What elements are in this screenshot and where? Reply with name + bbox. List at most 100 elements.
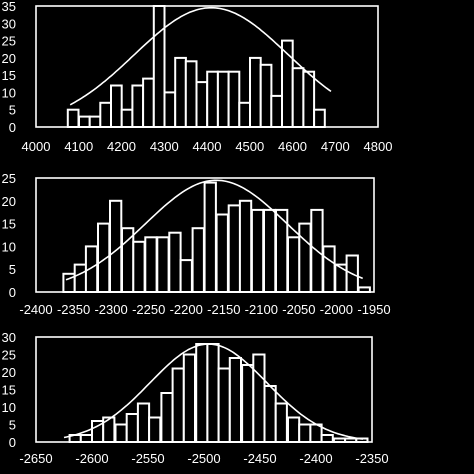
histogram-bar	[249, 56, 262, 128]
x-tick-label: -1950	[357, 302, 390, 317]
x-tick-label: 4400	[193, 139, 222, 154]
y-tick-label: 30	[2, 330, 16, 345]
histogram-bar	[227, 70, 241, 128]
histogram-bar	[114, 423, 128, 443]
histogram-bar	[263, 385, 277, 443]
histogram-bar	[191, 227, 205, 293]
y-tick-label: 10	[2, 85, 16, 100]
histogram-bar	[66, 108, 80, 128]
histogram-bar	[215, 213, 229, 293]
x-tick-label: -2600	[75, 451, 108, 466]
histogram-bar	[171, 367, 185, 443]
histogram-bar	[322, 245, 336, 293]
histogram-bar	[291, 67, 305, 128]
histogram-bar	[287, 416, 301, 443]
gaussian-fit-line	[63, 343, 364, 440]
histogram-bar	[142, 77, 155, 128]
plot-frame	[35, 5, 379, 128]
plot-frame	[35, 336, 373, 443]
y-tick-label: 15	[2, 383, 16, 398]
histogram-bar	[195, 81, 209, 128]
histogram-bar	[334, 263, 348, 294]
y-tick-label: 5	[9, 103, 16, 118]
histogram-bar	[216, 70, 230, 128]
y-tick-label: 20	[2, 51, 16, 66]
histogram-bar	[136, 402, 151, 443]
histogram-bar	[206, 343, 220, 443]
histogram-bar	[259, 63, 273, 129]
y-tick-label: 5	[9, 418, 16, 433]
histogram-bar	[203, 181, 217, 294]
histogram-bar	[287, 236, 301, 294]
y-tick-label: 10	[2, 400, 16, 415]
histogram-bar	[217, 367, 231, 443]
histogram-bar	[174, 56, 187, 128]
x-tick-label: -2550	[131, 451, 164, 466]
histogram-bar	[184, 60, 198, 128]
histogram-bar	[168, 231, 182, 293]
x-tick-label: 4200	[107, 139, 136, 154]
y-tick-label: 20	[2, 365, 16, 380]
y-tick-label: 25	[2, 171, 16, 186]
x-tick-label: -2450	[243, 451, 276, 466]
gaussian-fit-line	[65, 179, 364, 281]
histogram-bar	[79, 434, 94, 443]
x-tick-label: -2050	[282, 302, 315, 317]
y-tick-label: 0	[9, 435, 16, 450]
gaussian-fit-line	[69, 6, 332, 106]
histogram-bar	[270, 94, 283, 129]
x-tick-label: 4500	[235, 139, 264, 154]
histogram-bar	[99, 101, 113, 129]
histogram-bar	[152, 5, 166, 128]
x-tick-label: -2000	[320, 302, 353, 317]
histogram-panel-1: 4000 4100 4200 4300 4400 4500 4600 4700 4800 0 5 10…	[2, 0, 393, 154]
histogram-bar	[250, 208, 265, 293]
histogram-bar	[163, 91, 177, 128]
y-tick-label: 0	[9, 285, 16, 300]
y-tick-label: 30	[2, 16, 16, 31]
histogram-bar	[298, 423, 312, 443]
plot-frame	[35, 177, 375, 293]
histogram-bar	[156, 236, 170, 294]
x-tick-label: -2200	[170, 302, 203, 317]
histogram-bar	[206, 70, 219, 128]
histogram-bar	[125, 413, 139, 443]
x-tick-label: -2400	[299, 451, 332, 466]
histogram-bar	[131, 84, 145, 128]
x-tick-label: -2350	[355, 451, 388, 466]
y-tick-label: 20	[2, 194, 16, 209]
histogram-panel-2: -2400 -2350 -2300 -2250 -2200 -2150 -2100 -2050…	[2, 171, 391, 317]
histogram-bar	[313, 108, 326, 128]
y-tick-label: 5	[9, 262, 16, 277]
x-tick-label: 4000	[22, 139, 51, 154]
x-tick-label: 4300	[150, 139, 179, 154]
histogram-bar	[144, 236, 158, 294]
y-tick-label: 25	[2, 34, 16, 49]
x-tick-label: -2350	[57, 302, 90, 317]
histogram-bar	[238, 101, 252, 129]
histogram-bar	[320, 434, 334, 443]
histogram-bar	[227, 204, 241, 293]
x-tick-label: 4600	[278, 139, 307, 154]
y-tick-label: 25	[2, 348, 16, 363]
histogram-bar	[132, 240, 146, 294]
y-tick-label: 15	[2, 68, 16, 83]
histogram-bar	[78, 115, 91, 128]
histogram-bar	[241, 364, 255, 443]
x-tick-label: -2300	[94, 302, 127, 317]
histogram-bar	[252, 353, 266, 443]
x-tick-label: 4100	[64, 139, 93, 154]
x-tick-label: -2150	[207, 302, 240, 317]
histogram-bar	[120, 108, 134, 128]
histogram-bar	[179, 259, 193, 294]
x-tick-label: 4800	[364, 139, 393, 154]
histogram-bar	[274, 402, 288, 443]
histogram-bar	[182, 353, 197, 443]
histogram-bar	[263, 208, 277, 293]
y-tick-label: 0	[9, 120, 16, 135]
y-tick-label: 15	[2, 217, 16, 232]
histogram-bar	[228, 357, 243, 443]
x-tick-label: -2250	[132, 302, 165, 317]
x-tick-label: 4700	[321, 139, 350, 154]
